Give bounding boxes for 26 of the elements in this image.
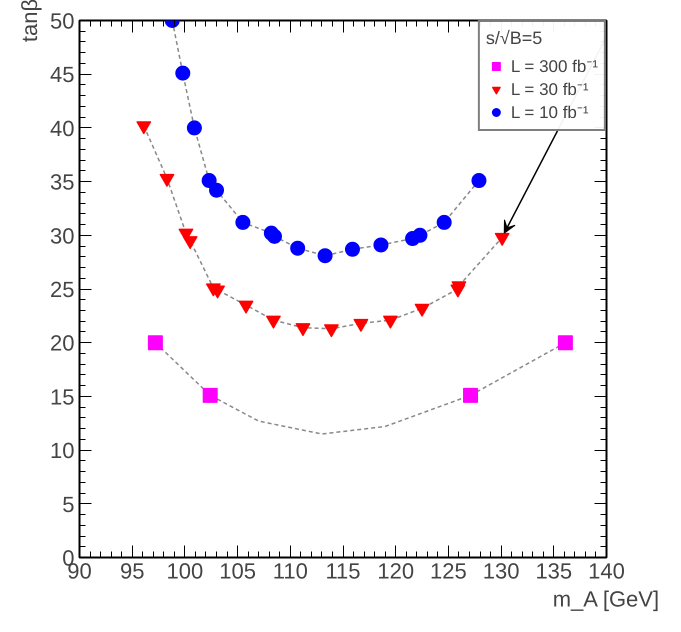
y-tick-label: 10	[50, 438, 75, 464]
y-tick-label: 20	[50, 330, 75, 356]
y-tick-label: 15	[50, 384, 75, 410]
y-tick-label: 5	[62, 492, 75, 517]
y-tick-label: 30	[50, 223, 75, 248]
x-tick-label: 110	[272, 558, 308, 584]
x-tick-label: 105	[219, 558, 256, 584]
x-tick-label: 95	[120, 558, 144, 584]
x-tick-label: 115	[325, 558, 361, 584]
y-tick-label: 25	[50, 277, 75, 302]
x-axis-title: m_A [GeV]	[552, 586, 660, 612]
x-tick-label: 125	[430, 558, 467, 584]
x-tick-label: 130	[482, 558, 520, 584]
y-tick-label: 35	[50, 170, 75, 195]
legend-label: L = 10 fb⁻¹	[510, 102, 589, 123]
y-axis-title: tanβ	[17, 0, 42, 42]
y-tick-label: 45	[50, 62, 75, 88]
x-tick-label: 100	[166, 558, 204, 584]
x-tick-label: 120	[377, 558, 414, 584]
legend-title: s/√B=5	[486, 28, 544, 49]
legend-label: L = 30 fb⁻¹	[510, 79, 589, 100]
x-tick-label: 140	[588, 558, 625, 584]
y-tick-label: 40	[50, 116, 75, 141]
y-tick-label: 50	[50, 8, 75, 34]
legend-label: L = 300 fb⁻¹	[510, 56, 598, 77]
x-tick-label: 135	[535, 558, 572, 584]
